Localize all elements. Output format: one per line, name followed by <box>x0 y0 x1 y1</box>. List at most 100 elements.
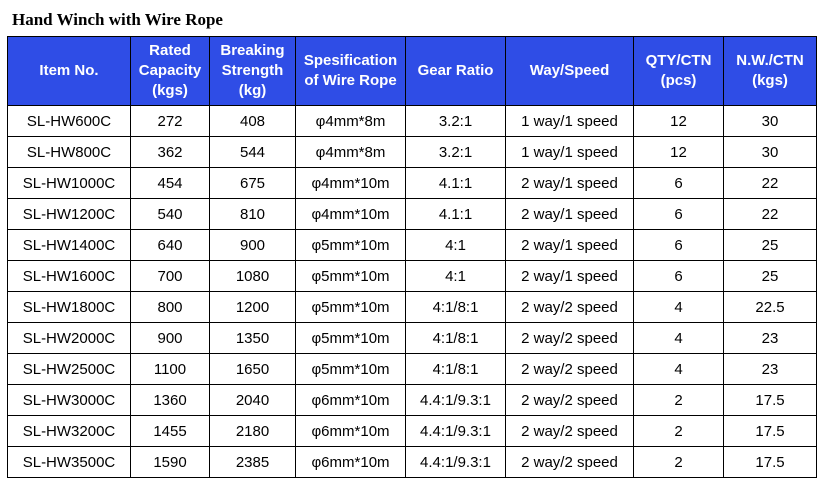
cell-way-speed: 1 way/1 speed <box>505 136 634 168</box>
cell-qty-ctn: 4 <box>633 353 724 385</box>
cell-item-no: SL-HW3500C <box>7 446 131 478</box>
cell-rated-capacity: 1100 <box>130 353 210 385</box>
cell-breaking-strength: 2385 <box>209 446 296 478</box>
table-row: SL-HW1600C 700 1080 φ5mm*10m 4:1 2 way/1 spee… <box>7 260 817 292</box>
cell-qty-ctn: 6 <box>633 229 724 261</box>
cell-breaking-strength: 408 <box>209 105 296 137</box>
cell-item-no: SL-HW1800C <box>7 291 131 323</box>
cell-way-speed: 2 way/2 speed <box>505 415 634 447</box>
table-row: SL-HW1400C 640 900 φ5mm*10m 4:1 2 way/1 speed… <box>7 229 817 261</box>
table-row: SL-HW1000C 454 675 φ4mm*10m 4.1:1 2 way/1 spe… <box>7 167 817 199</box>
cell-gear-ratio: 4:1 <box>405 260 506 292</box>
table-row: SL-HW1800C 800 1200 φ5mm*10m 4:1/8:1 2 way/2 … <box>7 291 817 323</box>
cell-qty-ctn: 12 <box>633 136 724 168</box>
cell-nw-ctn: 17.5 <box>723 415 817 447</box>
cell-item-no: SL-HW1400C <box>7 229 131 261</box>
cell-nw-ctn: 30 <box>723 136 817 168</box>
cell-wire-rope-spec: φ5mm*10m <box>295 229 406 261</box>
cell-breaking-strength: 675 <box>209 167 296 199</box>
cell-item-no: SL-HW1600C <box>7 260 131 292</box>
cell-nw-ctn: 22.5 <box>723 291 817 323</box>
header-gear-ratio: Gear Ratio <box>405 36 506 106</box>
table-row: SL-HW600C 272 408 φ4mm*8m 3.2:1 1 way/1 speed… <box>7 105 817 137</box>
header-item-no: Item No. <box>7 36 131 106</box>
cell-qty-ctn: 2 <box>633 446 724 478</box>
cell-item-no: SL-HW2500C <box>7 353 131 385</box>
cell-qty-ctn: 4 <box>633 322 724 354</box>
cell-rated-capacity: 1360 <box>130 384 210 416</box>
cell-rated-capacity: 540 <box>130 198 210 230</box>
cell-item-no: SL-HW1200C <box>7 198 131 230</box>
cell-breaking-strength: 1650 <box>209 353 296 385</box>
cell-wire-rope-spec: φ5mm*10m <box>295 322 406 354</box>
cell-way-speed: 2 way/1 speed <box>505 198 634 230</box>
cell-qty-ctn: 2 <box>633 384 724 416</box>
table-row: SL-HW2500C 1100 1650 φ5mm*10m 4:1/8:1 2 way/2… <box>7 353 817 385</box>
cell-gear-ratio: 4.4:1/9.3:1 <box>405 384 506 416</box>
table-header: Item No. Rated Capacity (kgs) Breaking S… <box>7 36 817 106</box>
cell-nw-ctn: 22 <box>723 167 817 199</box>
cell-gear-ratio: 4.1:1 <box>405 198 506 230</box>
cell-wire-rope-spec: φ6mm*10m <box>295 415 406 447</box>
table-row: SL-HW3200C 1455 2180 φ6mm*10m 4.4:1/9.3:1 2 w… <box>7 415 817 447</box>
cell-gear-ratio: 3.2:1 <box>405 136 506 168</box>
cell-rated-capacity: 454 <box>130 167 210 199</box>
cell-way-speed: 2 way/2 speed <box>505 446 634 478</box>
cell-rated-capacity: 1455 <box>130 415 210 447</box>
header-way-speed: Way/Speed <box>505 36 634 106</box>
cell-wire-rope-spec: φ4mm*8m <box>295 105 406 137</box>
cell-way-speed: 2 way/1 speed <box>505 229 634 261</box>
header-nw-ctn: N.W./CTN (kgs) <box>723 36 817 106</box>
cell-way-speed: 2 way/2 speed <box>505 384 634 416</box>
cell-qty-ctn: 4 <box>633 291 724 323</box>
cell-wire-rope-spec: φ5mm*10m <box>295 291 406 323</box>
cell-nw-ctn: 17.5 <box>723 446 817 478</box>
table-row: SL-HW2000C 900 1350 φ5mm*10m 4:1/8:1 2 way/2 … <box>7 322 817 354</box>
table-row: SL-HW800C 362 544 φ4mm*8m 3.2:1 1 way/1 speed… <box>7 136 817 168</box>
cell-item-no: SL-HW800C <box>7 136 131 168</box>
cell-qty-ctn: 6 <box>633 198 724 230</box>
cell-breaking-strength: 1350 <box>209 322 296 354</box>
cell-wire-rope-spec: φ4mm*8m <box>295 136 406 168</box>
cell-nw-ctn: 25 <box>723 260 817 292</box>
cell-gear-ratio: 4:1/8:1 <box>405 322 506 354</box>
header-rated-capacity: Rated Capacity (kgs) <box>130 36 210 106</box>
cell-qty-ctn: 12 <box>633 105 724 137</box>
table-body: SL-HW600C 272 408 φ4mm*8m 3.2:1 1 way/1 speed… <box>7 105 817 478</box>
cell-gear-ratio: 4:1/8:1 <box>405 291 506 323</box>
cell-wire-rope-spec: φ6mm*10m <box>295 446 406 478</box>
cell-gear-ratio: 4.1:1 <box>405 167 506 199</box>
cell-way-speed: 1 way/1 speed <box>505 105 634 137</box>
cell-gear-ratio: 4.4:1/9.3:1 <box>405 415 506 447</box>
cell-way-speed: 2 way/1 speed <box>505 167 634 199</box>
cell-qty-ctn: 2 <box>633 415 724 447</box>
cell-rated-capacity: 900 <box>130 322 210 354</box>
cell-nw-ctn: 22 <box>723 198 817 230</box>
cell-wire-rope-spec: φ6mm*10m <box>295 384 406 416</box>
cell-rated-capacity: 362 <box>130 136 210 168</box>
cell-nw-ctn: 25 <box>723 229 817 261</box>
page-title: Hand Winch with Wire Rope <box>12 10 223 29</box>
cell-wire-rope-spec: φ4mm*10m <box>295 198 406 230</box>
header-breaking-strength: Breaking Strength (kg) <box>209 36 296 106</box>
cell-qty-ctn: 6 <box>633 167 724 199</box>
header-wire-rope-spec: Spesification of Wire Rope <box>295 36 406 106</box>
cell-rated-capacity: 272 <box>130 105 210 137</box>
cell-breaking-strength: 900 <box>209 229 296 261</box>
cell-gear-ratio: 4:1 <box>405 229 506 261</box>
cell-gear-ratio: 3.2:1 <box>405 105 506 137</box>
cell-wire-rope-spec: φ5mm*10m <box>295 260 406 292</box>
cell-rated-capacity: 800 <box>130 291 210 323</box>
cell-breaking-strength: 2040 <box>209 384 296 416</box>
cell-item-no: SL-HW3000C <box>7 384 131 416</box>
spec-table: Item No. Rated Capacity (kgs) Breaking S… <box>7 36 817 478</box>
cell-breaking-strength: 1080 <box>209 260 296 292</box>
table-row: SL-HW3500C 1590 2385 φ6mm*10m 4.4:1/9.3:1 2 w… <box>7 446 817 478</box>
cell-wire-rope-spec: φ4mm*10m <box>295 167 406 199</box>
cell-rated-capacity: 640 <box>130 229 210 261</box>
cell-way-speed: 2 way/1 speed <box>505 260 634 292</box>
cell-breaking-strength: 544 <box>209 136 296 168</box>
cell-qty-ctn: 6 <box>633 260 724 292</box>
cell-nw-ctn: 30 <box>723 105 817 137</box>
header-qty-ctn: QTY/CTN (pcs) <box>633 36 724 106</box>
